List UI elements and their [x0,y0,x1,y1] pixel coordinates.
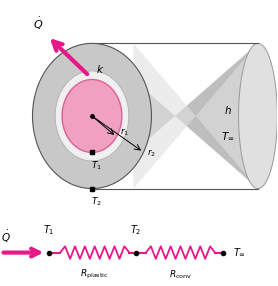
Text: $T_1$: $T_1$ [43,223,55,237]
Text: $\dot{Q}$: $\dot{Q}$ [33,16,43,32]
Text: $k$: $k$ [96,63,105,75]
Text: $\dot{Q}$: $\dot{Q}$ [1,229,11,245]
Polygon shape [133,43,277,188]
Text: $T_2$: $T_2$ [130,223,142,237]
Text: $h$: $h$ [224,104,232,116]
Text: $r_1$: $r_1$ [120,127,129,138]
Text: $T_1$: $T_1$ [91,160,102,172]
Polygon shape [33,43,152,188]
Polygon shape [239,43,277,188]
Text: $R_\mathrm{plastic}$: $R_\mathrm{plastic}$ [81,268,109,281]
Text: $T_2$: $T_2$ [91,196,101,208]
Text: $R_\mathrm{conv}$: $R_\mathrm{conv}$ [169,268,192,281]
Polygon shape [62,80,122,152]
Text: $r_2$: $r_2$ [147,148,156,159]
Polygon shape [92,43,277,188]
Polygon shape [55,71,129,161]
Text: $T_\infty$: $T_\infty$ [233,247,246,259]
Text: $T_\infty$: $T_\infty$ [221,130,234,142]
